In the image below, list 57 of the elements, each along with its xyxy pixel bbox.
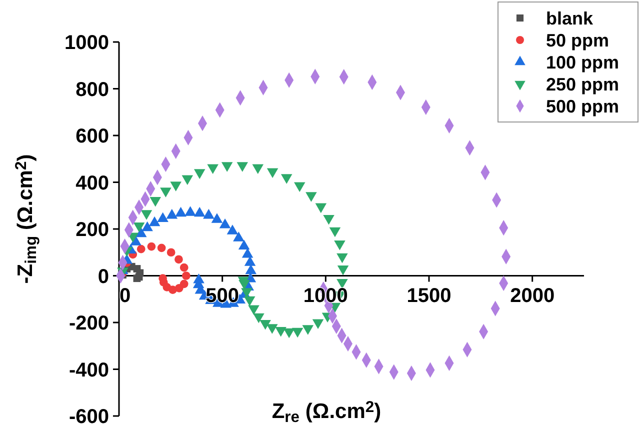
point <box>280 174 292 184</box>
point <box>302 325 314 335</box>
y-tick-label: 400 <box>76 172 109 194</box>
legend-label: 500 ppm <box>546 96 620 116</box>
point <box>336 253 348 264</box>
point <box>244 296 256 306</box>
point <box>207 164 218 174</box>
point <box>292 328 304 338</box>
point <box>150 196 162 207</box>
x-axis-title: Z$_{re}$ (Ω.cm$^{2}$) <box>272 398 382 424</box>
point <box>329 227 341 238</box>
point <box>275 326 286 337</box>
legend-label: 100 ppm <box>546 52 620 72</box>
point <box>253 313 264 324</box>
point <box>248 305 260 315</box>
point <box>170 182 182 192</box>
x-tick-label: 2000 <box>510 284 555 307</box>
point <box>252 164 264 174</box>
y-tick-label: 200 <box>76 219 109 241</box>
point <box>166 248 176 257</box>
point <box>266 168 278 178</box>
point <box>334 240 346 250</box>
x-tick-label: 1500 <box>406 284 452 307</box>
point <box>294 182 306 192</box>
point <box>283 328 295 338</box>
y-tick-label: -600 <box>68 406 109 424</box>
point <box>306 192 317 202</box>
y-tick-label: -200 <box>68 312 109 334</box>
point <box>260 320 271 330</box>
point <box>312 319 324 330</box>
point <box>194 169 206 179</box>
point <box>337 265 349 276</box>
point <box>174 255 183 264</box>
point <box>323 214 334 225</box>
legend-label: blank <box>546 8 594 28</box>
legend-label: 250 ppm <box>546 74 620 94</box>
point <box>182 272 190 280</box>
point <box>136 244 146 254</box>
point <box>157 244 166 252</box>
y-tick-label: 0 <box>98 266 109 288</box>
point <box>140 210 152 220</box>
legend-label: 50 ppm <box>546 30 610 50</box>
point <box>315 203 327 214</box>
point <box>180 263 188 272</box>
y-tick-label: -400 <box>68 359 109 382</box>
y-tick-label: 800 <box>76 78 109 101</box>
point <box>236 162 248 172</box>
x-tick-label: 0 <box>119 284 131 307</box>
y-tick-label: 600 <box>76 126 109 148</box>
point <box>158 274 167 282</box>
point <box>266 324 278 334</box>
point <box>182 175 194 186</box>
point <box>147 242 156 251</box>
point <box>133 222 145 232</box>
y-tick-label: 1000 <box>64 32 109 54</box>
point <box>160 188 172 198</box>
point <box>221 162 233 172</box>
